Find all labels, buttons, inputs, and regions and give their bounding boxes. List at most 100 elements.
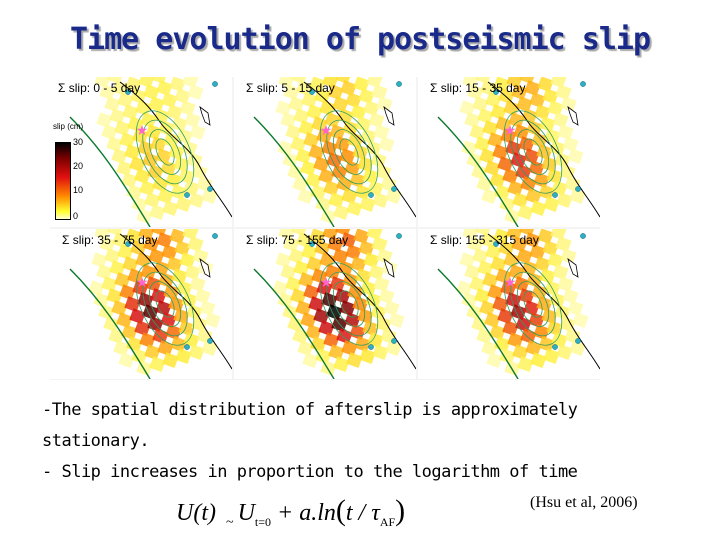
slip-cell — [313, 308, 330, 325]
epicenter-star-icon: ★ — [136, 275, 149, 291]
slip-cell — [122, 104, 139, 121]
slip-cell — [533, 172, 550, 189]
slip-cell — [339, 148, 356, 165]
slip-cell — [333, 204, 350, 221]
slip-cell — [158, 272, 175, 289]
formula-paren-open: ( — [335, 494, 346, 527]
slip-cell — [560, 96, 577, 113]
slip-cell — [173, 156, 190, 173]
gps-station-icon — [575, 338, 581, 344]
coseismic-contour — [326, 271, 372, 337]
slip-cell — [357, 156, 374, 173]
slip-cell — [477, 108, 494, 125]
slip-cell — [567, 300, 584, 317]
slip-cell — [557, 276, 574, 293]
slip-cell — [533, 324, 550, 341]
slip-cell — [288, 248, 305, 265]
slip-cell — [341, 188, 358, 205]
slip-cell — [173, 308, 190, 325]
slip-cell — [99, 84, 116, 101]
slip-cell — [287, 316, 304, 333]
slip-cell — [118, 352, 135, 369]
bullet-text-1: -The spatial distribution of afterslip i… — [42, 400, 578, 420]
slip-cell — [375, 316, 392, 333]
slip-cell — [481, 188, 498, 205]
slip-cell — [342, 272, 359, 289]
slip-cell — [174, 88, 191, 105]
coseismic-contour — [510, 119, 556, 185]
slip-cell — [370, 304, 387, 321]
slip-cell — [184, 112, 201, 129]
coseismic-contour — [319, 110, 379, 194]
coseismic-contour — [135, 110, 195, 194]
slip-cell — [103, 316, 120, 333]
slip-cell — [189, 124, 206, 141]
slip-cell — [101, 276, 118, 293]
slip-cell — [125, 77, 142, 93]
slip-cell — [372, 344, 389, 361]
formula-plus: + a.ln — [277, 500, 336, 526]
slip-cell — [388, 312, 405, 329]
slip-cell — [547, 252, 564, 269]
slip-cell — [318, 320, 335, 337]
coastline — [119, 81, 232, 218]
slip-cell — [368, 264, 385, 281]
slip-cell — [285, 276, 302, 293]
slip-cell — [314, 240, 331, 257]
slip-cell — [513, 276, 530, 293]
slip-cell — [385, 188, 402, 205]
slip-cell — [340, 232, 357, 249]
slip-cell — [112, 80, 129, 97]
slip-cell — [341, 340, 358, 357]
slip-cell — [550, 77, 567, 89]
slip-cell — [354, 184, 371, 201]
slip-cell — [511, 84, 528, 101]
slip-cell — [305, 172, 322, 189]
slip-cell — [530, 200, 547, 217]
slip-cell — [559, 316, 576, 333]
slip-cell — [162, 200, 179, 217]
slip-cell — [368, 112, 385, 129]
slip-cell — [305, 324, 322, 341]
slip-cell — [499, 348, 516, 365]
colorbar: slip (cm) 30 20 10 0 — [50, 77, 110, 227]
island — [567, 257, 579, 278]
slip-cell — [166, 256, 183, 273]
slip-cell — [301, 244, 318, 261]
slip-cell — [472, 248, 489, 265]
slip-cell — [543, 348, 560, 365]
slip-cell — [139, 332, 156, 349]
slip-cell — [342, 120, 359, 137]
slip-cell — [507, 332, 524, 349]
slip-cell — [171, 268, 188, 285]
slip-cell — [188, 192, 205, 209]
formula-paren-close: ) — [395, 494, 406, 527]
colorbar-gradient — [55, 142, 71, 220]
slip-cell — [378, 136, 395, 153]
slip-cell — [480, 80, 497, 97]
coastline — [303, 233, 416, 370]
slip-cell — [182, 229, 199, 241]
gps-station-icon — [396, 233, 402, 239]
slip-cell — [569, 340, 586, 357]
slip-cell — [530, 352, 547, 369]
slip-cell — [529, 92, 546, 109]
gps-station-icon — [125, 241, 131, 247]
coseismic-contour — [339, 138, 359, 166]
slip-cell — [298, 272, 315, 289]
slip-cell — [138, 77, 155, 89]
slip-cell — [472, 96, 489, 113]
slip-cell — [96, 264, 113, 281]
coseismic-contour — [319, 262, 379, 346]
slip-cell — [290, 288, 307, 305]
slip-cell — [148, 96, 165, 113]
slip-cell — [136, 208, 153, 225]
slip-cell — [328, 344, 345, 361]
slip-cell — [366, 77, 383, 89]
slip-cell — [517, 204, 534, 221]
slip-cell — [359, 348, 376, 365]
slip-panel: ★ Σ slip: 15 - 35 day — [418, 77, 600, 227]
coastline — [487, 233, 600, 370]
coastline — [487, 81, 600, 218]
slip-cell — [295, 300, 312, 317]
